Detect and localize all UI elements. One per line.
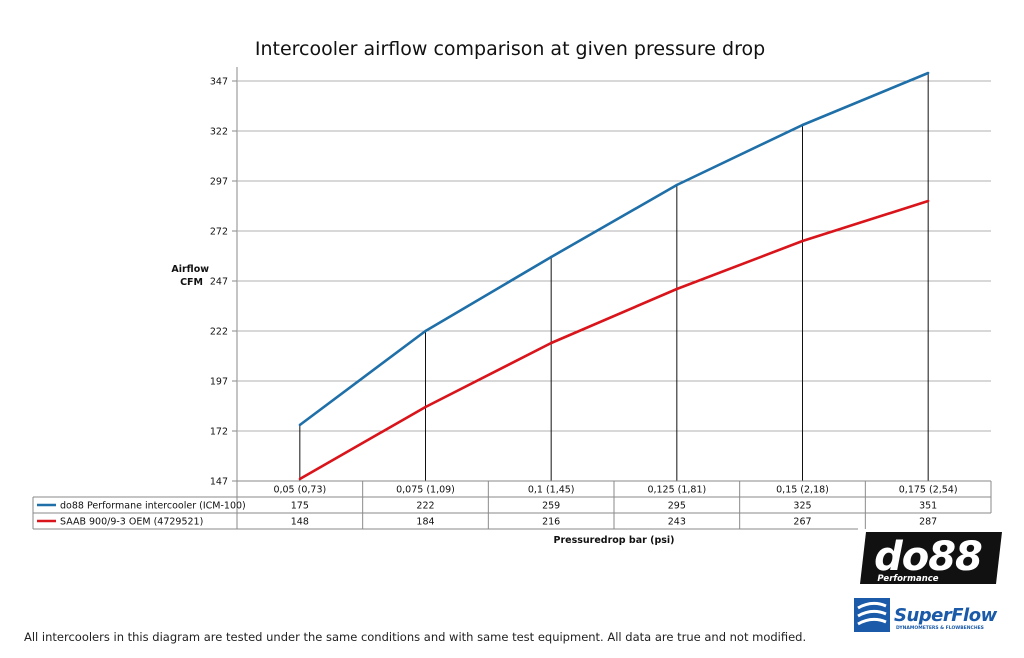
series-0-point-5	[926, 71, 930, 75]
series-1-point-2	[549, 341, 553, 345]
y-axis-label-line1: Airflow	[171, 264, 209, 275]
x-tick-label-2: 0,1 (1,45)	[528, 485, 575, 496]
series-1-point-1	[424, 405, 427, 409]
series-0-point-3	[675, 183, 679, 187]
series-line-0	[299, 71, 929, 427]
data-label-series-0-1: 222	[416, 501, 434, 512]
series-0-point-1	[424, 329, 427, 333]
series-line-1	[299, 199, 929, 481]
x-tick-label-1: 0,075 (1,09)	[396, 485, 455, 496]
footnote: All intercoolers in this diagram are tes…	[24, 630, 807, 644]
data-label-series-1-2: 216	[542, 517, 560, 528]
data-label-series-0-4: 325	[793, 501, 811, 512]
data-label-series-1-5: 287	[919, 517, 937, 528]
data-label-series-1-4: 267	[793, 517, 811, 528]
data-label-series-0-0: 175	[291, 501, 309, 512]
data-label-series-0-5: 351	[919, 501, 937, 512]
y-axis-label-line2: CFM	[180, 277, 203, 288]
legend-label-0: do88 Performane intercooler (ICM-100)	[60, 501, 246, 512]
x-tick-label-0: 0,05 (0,73)	[273, 485, 326, 496]
do88-logo: do88 Performance	[858, 530, 1004, 590]
y-tick-label-172: 172	[210, 427, 228, 438]
data-label-series-1-1: 184	[416, 517, 434, 528]
do88-logo-main: do88	[874, 534, 982, 580]
y-tick-label-272: 272	[210, 227, 228, 238]
superflow-logo-sub: DYNAMOMETERS & FLOWBENCHES	[896, 625, 984, 631]
series-0-point-0	[298, 423, 302, 427]
x-tick-label-4: 0,15 (2,18)	[776, 485, 829, 496]
legend-label-1: SAAB 900/9-3 OEM (4729521)	[60, 517, 203, 528]
x-axis-label: Pressuredrop bar (psi)	[553, 535, 674, 546]
do88-logo-sub: Performance	[877, 574, 938, 584]
y-tick-label-222: 222	[210, 327, 228, 338]
y-tick-label-347: 347	[210, 77, 228, 88]
series-0-point-2	[549, 255, 553, 259]
y-tick-label-322: 322	[210, 127, 228, 138]
y-tick-label-147: 147	[210, 477, 228, 488]
superflow-logo: SuperFlow DYNAMOMETERS & FLOWBENCHES	[852, 596, 1012, 640]
data-label-series-1-0: 148	[291, 517, 309, 528]
y-tick-label-247: 247	[210, 277, 228, 288]
data-label-series-0-2: 259	[542, 501, 560, 512]
series-1-point-4	[801, 239, 804, 243]
chart-title: Intercooler airflow comparison at given …	[255, 38, 765, 60]
series-1-point-5	[926, 199, 930, 203]
x-tick-label-5: 0,175 (2,54)	[899, 485, 958, 496]
data-label-series-0-3: 295	[668, 501, 686, 512]
series-0-point-4	[801, 123, 804, 127]
series-1-point-0	[298, 477, 302, 481]
superflow-logo-main: SuperFlow	[894, 605, 998, 626]
y-tick-label-297: 297	[210, 177, 228, 188]
x-tick-label-3: 0,125 (1,81)	[647, 485, 706, 496]
data-label-series-1-3: 243	[668, 517, 686, 528]
series-1-point-3	[675, 287, 679, 291]
y-tick-label-197: 197	[210, 377, 228, 388]
